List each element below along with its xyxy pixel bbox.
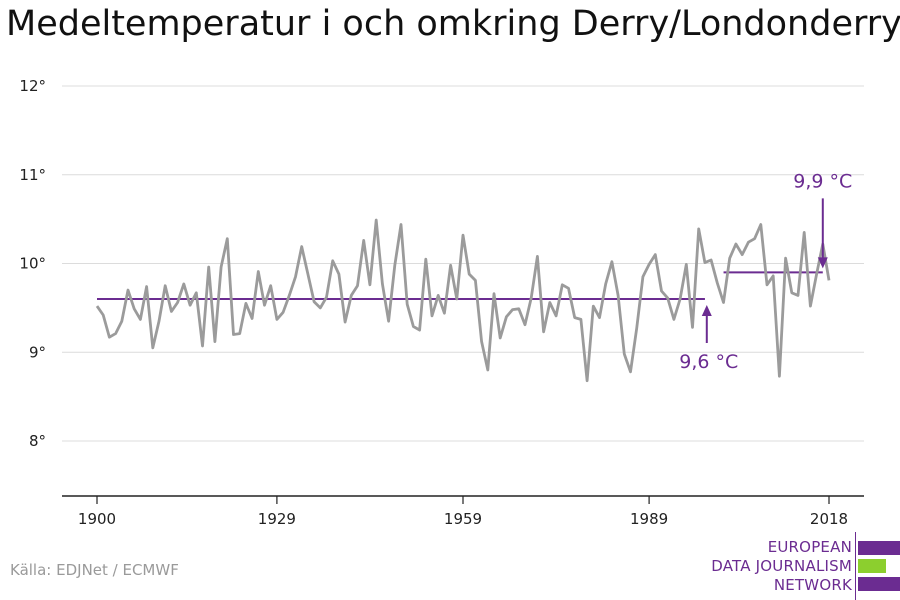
y-tick-label: 11° <box>19 166 46 184</box>
y-tick-label: 10° <box>19 255 46 273</box>
x-tick-label: 2018 <box>810 510 848 528</box>
logo-divider <box>855 532 856 600</box>
annotation-label-recent-mean: 9,9 °C <box>793 170 852 192</box>
y-tick-label: 12° <box>19 77 46 95</box>
x-tick-label: 1989 <box>630 510 668 528</box>
y-tick-label: 8° <box>29 432 46 450</box>
logo-bar-purple-top <box>858 541 900 555</box>
source-label: Källa: EDJNet / ECMWF <box>10 561 179 579</box>
annotations: 9,6 °C 9,9 °C <box>679 170 852 373</box>
y-axis-tick-labels: 8° 9° 10° 11° 12° <box>19 77 46 450</box>
x-tick-label: 1959 <box>444 510 482 528</box>
x-tick-label: 1900 <box>78 510 116 528</box>
gridlines <box>62 85 864 442</box>
annotation-arrowhead <box>701 305 712 316</box>
edjnet-logo: EUROPEAN DATA JOURNALISM NETWORK <box>706 532 900 600</box>
x-tick-label: 1929 <box>258 510 296 528</box>
chart-title: Medeltemperatur i och omkring Derry/Lond… <box>6 4 900 44</box>
logo-line-1: EUROPEAN <box>767 538 852 556</box>
annotation-arrowhead <box>817 257 828 269</box>
logo-bar-green <box>858 559 886 573</box>
logo-line-3: NETWORK <box>773 576 852 594</box>
annotation-label-early-mean: 9,6 °C <box>679 351 738 373</box>
series-line-temperature <box>95 218 831 383</box>
logo-bar-purple-bottom <box>858 577 900 591</box>
x-axis-ticks: 1900 1929 1959 1989 2018 <box>78 496 848 528</box>
logo-line-2: DATA JOURNALISM <box>711 557 852 575</box>
y-tick-label: 9° <box>29 343 46 361</box>
